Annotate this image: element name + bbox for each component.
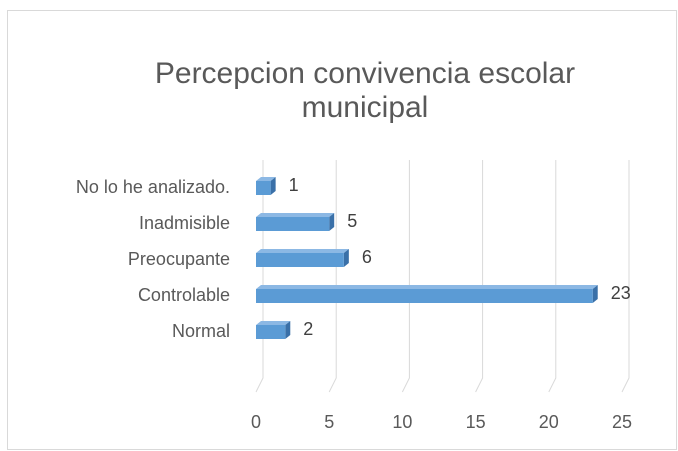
bar-top (256, 249, 349, 253)
grid-line (401, 160, 410, 393)
y-tick-label: No lo he analizado. (76, 177, 230, 197)
bar-front (256, 289, 593, 303)
value-label: 1 (289, 175, 299, 195)
bar-front (256, 325, 286, 339)
bar-front (256, 217, 330, 231)
bar-side (285, 321, 291, 339)
bar-front (256, 181, 271, 195)
bar (256, 177, 276, 195)
bar-top (256, 321, 291, 325)
bar-side (343, 249, 349, 267)
bar (256, 285, 598, 303)
y-tick-label: Inadmisible (139, 213, 230, 233)
grid-line (328, 160, 337, 393)
value-label: 2 (303, 319, 313, 339)
value-label: 6 (362, 247, 372, 267)
y-tick-label: Normal (172, 321, 230, 341)
bar-side (329, 213, 335, 231)
grid-line (621, 160, 630, 393)
bar-top (256, 285, 598, 289)
grid-line (475, 160, 484, 393)
x-tick-label: 15 (466, 412, 486, 432)
bar (256, 249, 349, 267)
bar (256, 213, 335, 231)
bar (256, 321, 291, 339)
bar-top (256, 177, 276, 181)
value-label: 5 (347, 211, 357, 231)
chart-title: Percepcion convivencia escolar municipal (155, 57, 575, 124)
y-tick-label: Controlable (138, 285, 230, 305)
bar-front (256, 253, 344, 267)
grid-line (255, 160, 264, 393)
x-tick-label: 20 (539, 412, 559, 432)
value-label: 23 (611, 283, 631, 303)
x-tick-label: 0 (251, 412, 261, 432)
chart-border (7, 10, 677, 450)
bar-side (592, 285, 598, 303)
x-tick-label: 25 (612, 412, 632, 432)
grid-line (548, 160, 557, 393)
y-tick-label: Preocupante (128, 249, 230, 269)
x-tick-label: 10 (392, 412, 412, 432)
bar-top (256, 213, 335, 217)
x-tick-label: 5 (324, 412, 334, 432)
bar-side (270, 177, 276, 195)
